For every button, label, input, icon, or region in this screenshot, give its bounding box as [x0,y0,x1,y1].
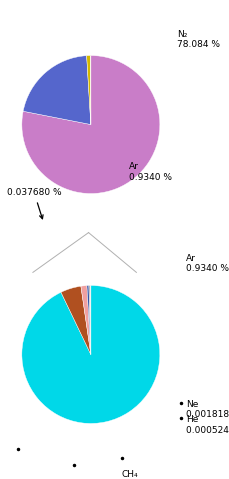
Text: N₂
78.084 %: N₂ 78.084 % [176,30,219,49]
Text: 0.037680 %: 0.037680 % [7,188,61,219]
Wedge shape [22,56,159,194]
Text: Ar
0.9340 %: Ar 0.9340 % [185,254,228,274]
Wedge shape [81,285,90,354]
Text: Ar
0.9340 %: Ar 0.9340 % [128,162,171,182]
Wedge shape [87,285,90,354]
Wedge shape [86,56,90,125]
Text: Ne
0.001818 %: Ne 0.001818 % [185,400,229,419]
Text: CH₄
0.0001745 %: CH₄ 0.0001745 % [121,470,181,479]
Wedge shape [89,285,90,354]
Wedge shape [23,56,90,125]
Text: He
0.000524 %: He 0.000524 % [185,415,229,435]
Wedge shape [22,285,159,423]
Wedge shape [61,286,90,354]
